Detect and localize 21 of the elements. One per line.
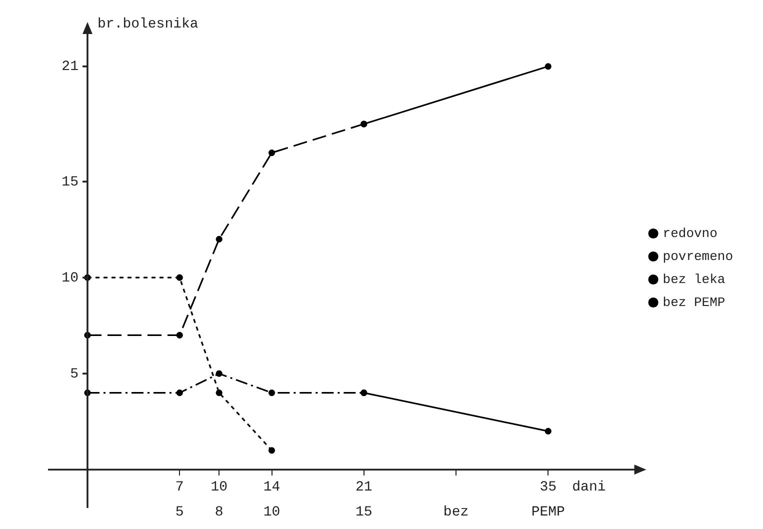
x-tick-label: 7 xyxy=(175,480,184,496)
legend-label: povremeno xyxy=(662,248,734,264)
y-tick-label: 15 xyxy=(62,174,78,190)
x-tick-label: 10 xyxy=(210,480,228,496)
annotation: 8 xyxy=(214,504,224,520)
annotation: 10 xyxy=(263,504,280,520)
legend-label: redovno xyxy=(662,226,718,241)
annotation: bez xyxy=(443,504,469,520)
legend-label: bez PEMP xyxy=(662,294,726,310)
x-tick-label: 14 xyxy=(263,480,280,496)
x-tick-label: 21 xyxy=(355,480,372,496)
y-tick-label: 10 xyxy=(62,270,78,286)
annotation: PEMP xyxy=(531,504,565,520)
annotation: 15 xyxy=(355,504,372,520)
legend-label: bez leka xyxy=(662,272,726,287)
x-tick-label: 35 xyxy=(540,480,557,496)
annotation: 5 xyxy=(175,504,184,520)
y-axis-title: br.bolesnika xyxy=(97,16,198,33)
y-tick-label: 5 xyxy=(70,366,78,382)
y-tick-label: 21 xyxy=(62,59,78,76)
x-axis-title: dani xyxy=(572,479,606,496)
